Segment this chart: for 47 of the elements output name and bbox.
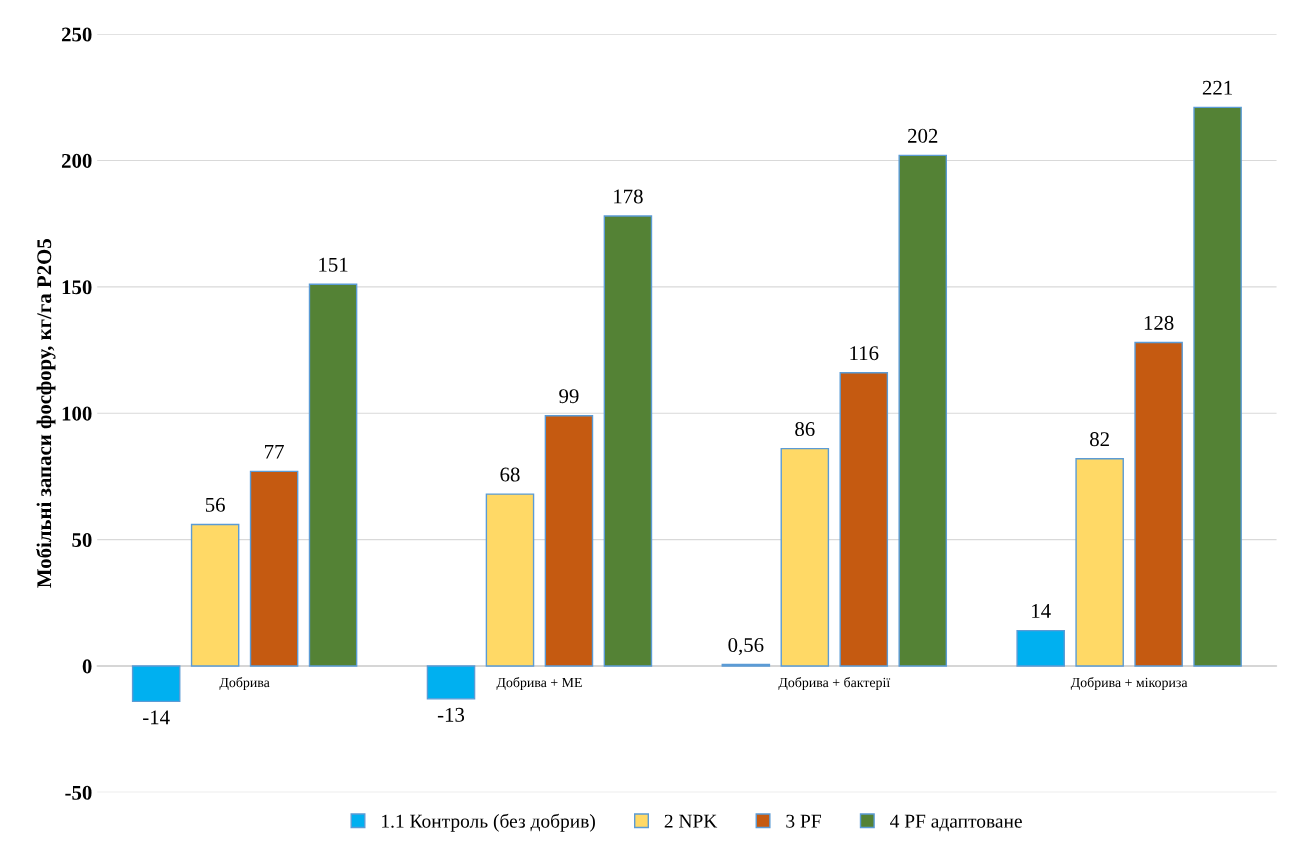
data-label: 99 <box>559 389 579 404</box>
x-tick-label: Добрива + МЕ <box>496 677 582 690</box>
data-label: -13 <box>437 707 465 722</box>
bar <box>249 470 299 667</box>
bar <box>426 665 476 700</box>
data-label: 14 <box>1032 604 1051 618</box>
data-label: 82 <box>1090 432 1109 447</box>
y-tick-label: 0 <box>82 659 92 674</box>
data-label: 221 <box>1202 80 1232 95</box>
bar <box>1134 341 1183 667</box>
bar <box>190 523 240 667</box>
x-tick-label: Добрива + мікориза <box>1070 677 1188 690</box>
x-tick-label: Добрива <box>219 677 270 690</box>
data-label: 68 <box>500 467 520 482</box>
y-tick-label: 200 <box>61 153 92 168</box>
legend-label: 4 PF адаптоване <box>890 814 1022 832</box>
y-tick-label: 100 <box>62 406 92 421</box>
bar <box>839 372 889 667</box>
bar <box>603 215 653 667</box>
legend-label: 2 NPK <box>664 814 718 828</box>
legend-label: 3 PF <box>786 814 821 828</box>
bar <box>1075 458 1124 667</box>
data-label: 128 <box>1144 315 1174 330</box>
bar <box>1016 629 1065 667</box>
y-axis-title: Мобільні запаси фосфору, кг/га P2O5 <box>36 239 56 588</box>
data-label: 178 <box>614 189 643 204</box>
y-tick-label: 250 <box>61 27 92 42</box>
y-tick-label: 150 <box>62 280 92 295</box>
bar <box>485 493 535 667</box>
bar <box>544 415 594 667</box>
bar <box>308 283 358 667</box>
data-label: 116 <box>850 346 879 361</box>
legend-label: 1.1 Контроль (без добрив) <box>382 813 595 832</box>
data-label: 86 <box>795 421 815 437</box>
data-label: -14 <box>143 710 170 725</box>
data-label: 151 <box>319 257 348 272</box>
data-label: 56 <box>205 497 225 512</box>
data-label: 0,56 <box>728 637 764 655</box>
y-tick-label: -50 <box>65 785 92 800</box>
x-tick-label: Добрива + бактерії <box>778 677 891 690</box>
bar <box>780 447 830 667</box>
bar <box>1193 106 1242 667</box>
data-label: 202 <box>908 128 938 143</box>
data-label: 77 <box>265 444 284 459</box>
y-tick-label: 50 <box>72 532 92 548</box>
bar <box>131 665 181 703</box>
bar <box>898 154 948 667</box>
